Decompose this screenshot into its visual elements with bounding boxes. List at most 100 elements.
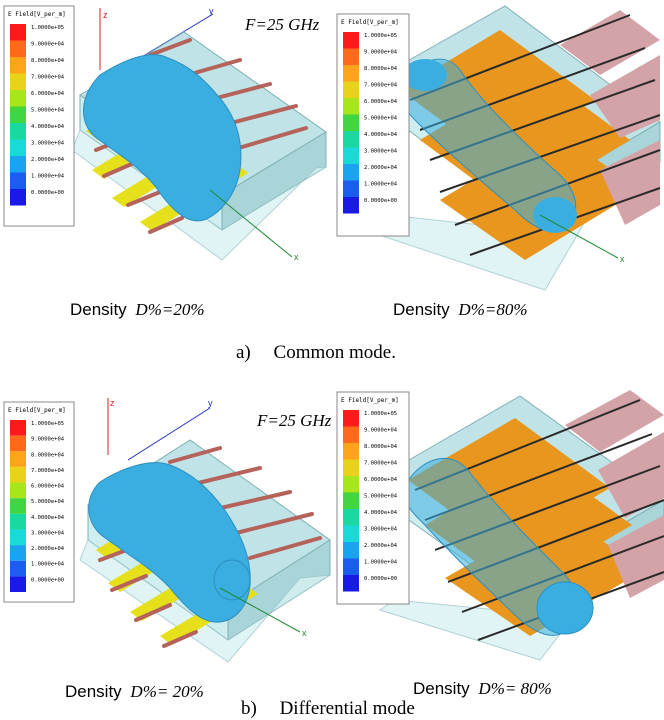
legend-swatch (10, 451, 26, 467)
legend-swatch (343, 525, 359, 542)
caption-a-letter: a) (236, 342, 251, 363)
legend-value: 9.0000e+04 (364, 428, 398, 434)
axis-x: x (219, 587, 307, 638)
legend-swatch (343, 509, 359, 526)
legend-value: 7.0000e+04 (31, 468, 65, 474)
legend-value: 8.0000e+04 (31, 58, 65, 64)
legend-swatch (10, 560, 26, 577)
legend-swatch (343, 558, 359, 575)
axis-y-label: y (208, 398, 213, 408)
axis-z: z (107, 398, 115, 455)
legend-panel-1: E Field[V_per_m] 1.0000e+05 9.0000e+04 8.0… (3, 5, 75, 227)
legend-value: 7.0000e+04 (364, 83, 398, 89)
panel-differential-80 (378, 390, 664, 661)
axis-x-label: x (294, 252, 299, 262)
legend-title: E Field[V_per_m] (341, 19, 399, 26)
legend-swatch (343, 180, 359, 197)
legend-panel-3: E Field[V_per_m] 1.0000e+05 9.0000e+04 8.0… (3, 401, 75, 603)
legend-value: 4.0000e+04 (31, 124, 65, 130)
legend-swatch (343, 476, 359, 493)
density-label-1: Density D%=20% (70, 300, 205, 319)
legend-swatch (10, 123, 26, 140)
legend-swatch (10, 172, 26, 189)
legend-value: 1.0000e+05 (31, 25, 64, 31)
legend-value: 1.0000e+04 (31, 174, 65, 180)
legend-swatch (10, 466, 26, 483)
legend-swatch (343, 32, 359, 49)
legend-value: 3.0000e+04 (31, 530, 65, 536)
legend-swatch (10, 529, 26, 546)
legend-value: 8.0000e+04 (31, 452, 65, 458)
legend-value: 5.0000e+04 (364, 116, 398, 122)
legend-title: E Field[V_per_m] (8, 407, 66, 414)
axis-x-label: x (620, 254, 625, 264)
legend-value: 3.0000e+04 (364, 149, 398, 155)
legend-value: 6.0000e+04 (31, 484, 65, 490)
axis-y-label: y (209, 6, 214, 16)
legend-value: 6.0000e+04 (31, 91, 65, 97)
legend-value: 4.0000e+04 (364, 132, 398, 138)
legend-swatch (10, 420, 26, 436)
density-prefix: Density (413, 679, 470, 698)
axis-x: x (209, 189, 299, 262)
caption-a: a) Common mode. (236, 342, 396, 363)
legend-value: 5.0000e+04 (31, 499, 65, 505)
axis-z: z (99, 8, 108, 70)
legend-swatch (343, 426, 359, 443)
density-prefix: Density (393, 300, 450, 319)
axis-x: x (539, 214, 625, 264)
axis-x-label: x (302, 628, 307, 638)
legend-panel-4: E Field[V_per_m] 1.0000e+05 9.0000e+04 8.0… (336, 391, 410, 605)
caption-b-letter: b) (241, 698, 257, 719)
field-cloud (82, 54, 242, 222)
legend-swatch (343, 131, 359, 148)
legend-value: 5.0000e+04 (31, 108, 65, 114)
legend-swatch (343, 98, 359, 115)
legend-swatch (10, 498, 26, 514)
legend-swatch (343, 164, 359, 181)
legend-value: 0.0000e+00 (364, 576, 397, 582)
legend-swatch (10, 156, 26, 173)
legend-swatch (10, 482, 26, 499)
legend-swatch (10, 545, 26, 561)
legend-value: 1.0000e+05 (364, 33, 397, 39)
legend-swatch (10, 90, 26, 107)
legend-swatch (10, 106, 26, 123)
density-label-3: Density D%= 20% (65, 682, 204, 701)
density-value: D%=20% (134, 300, 204, 319)
legend-swatch (343, 542, 359, 559)
legend-value: 3.0000e+04 (31, 141, 65, 147)
frequency-label-bottom: F=25 GHz (256, 411, 332, 430)
legend-swatch (343, 48, 359, 65)
legend-value: 3.0000e+04 (364, 527, 398, 533)
caption-b: b) Differential mode (241, 698, 415, 719)
axis-z-label: z (110, 398, 115, 408)
panel-differential-20: z y (79, 398, 331, 663)
legend-value: 9.0000e+04 (364, 50, 398, 56)
legend-value: 4.0000e+04 (364, 510, 398, 516)
axis-z-label: z (103, 10, 108, 20)
panel-common-80: x (369, 5, 662, 291)
legend-swatch (343, 575, 359, 592)
legend-swatch (10, 73, 26, 90)
legend-value: 4.0000e+04 (31, 515, 65, 521)
legend-value: 8.0000e+04 (364, 444, 398, 450)
legend-value: 7.0000e+04 (31, 75, 65, 81)
legend-swatch (10, 513, 26, 530)
density-prefix: Density (70, 300, 127, 319)
legend-swatch (343, 114, 359, 131)
legend-value: 5.0000e+04 (364, 494, 398, 500)
legend-swatch (343, 492, 359, 509)
legend-value: 9.0000e+04 (31, 437, 65, 443)
legend-value: 1.0000e+05 (31, 421, 64, 427)
legend-value: 6.0000e+04 (364, 477, 398, 483)
field-cloud (400, 58, 577, 233)
density-value: D%=80% (457, 300, 527, 319)
legend-panel-2: E Field[V_per_m] 1.0000e+05 9.0000e+04 8.0… (336, 13, 410, 237)
legend-swatch (10, 189, 26, 206)
legend-swatch (10, 435, 26, 452)
legend-title: E Field[V_per_m] (341, 397, 399, 404)
legend-value: 0.0000e+00 (31, 577, 64, 583)
density-label-2: Density D%=80% (393, 300, 528, 319)
